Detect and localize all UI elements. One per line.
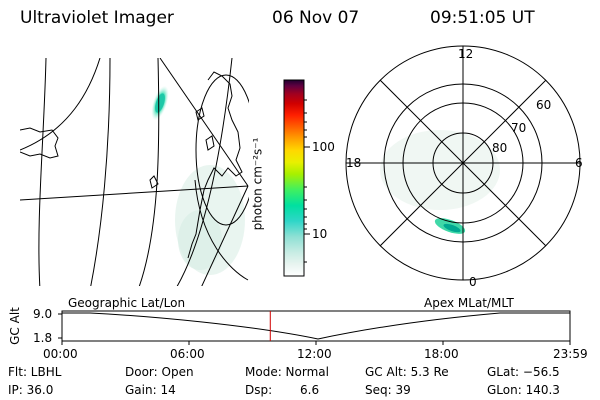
lat-label-80: 80: [492, 141, 508, 155]
x-tick-1200: 12:00: [297, 347, 332, 361]
colorbar-label: photon cm⁻²s⁻¹: [250, 137, 265, 231]
y-tick-1-8: 1.8: [33, 331, 53, 345]
mlt-label-0: 0: [469, 275, 477, 289]
lat-label-60: 60: [536, 98, 552, 112]
gc-alt-axis-label: GC Alt: [7, 307, 22, 345]
colorbar-tick-10: 10: [312, 227, 328, 241]
mlt-label-18: 18: [346, 156, 362, 170]
ip-info: IP: 36.0: [8, 383, 54, 397]
apex-coords-label: Apex MLat/MLT: [424, 296, 514, 310]
colorbar: [283, 79, 305, 277]
x-tick-2359: 23:59: [553, 347, 588, 361]
polar-plot: [345, 45, 581, 281]
lat-label-70: 70: [511, 121, 527, 135]
x-tick-0000: 00:00: [43, 347, 78, 361]
instrument-title: Ultraviolet Imager: [20, 8, 174, 28]
colorbar-tick-100: 100: [312, 140, 335, 154]
glon-info: GLon: 140.3: [487, 383, 560, 397]
dsp-value: 6.6: [300, 383, 320, 397]
filter-info: Flt: LBHL: [8, 365, 62, 379]
mode-info: Mode: Normal: [245, 365, 329, 379]
time-label: 09:51:05 UT: [430, 8, 535, 28]
dsp-label: Dsp:: [245, 383, 273, 397]
glat-info: GLat: −56.5: [487, 365, 560, 379]
y-tick-9: 9.0: [33, 307, 53, 321]
date-label: 06 Nov 07: [272, 8, 360, 28]
timeline-plot: [58, 310, 571, 345]
x-tick-1800: 18:00: [424, 347, 459, 361]
geographic-map: [20, 58, 249, 286]
seq-info: Seq: 39: [365, 383, 411, 397]
mlt-label-6: 6: [575, 156, 583, 170]
mlt-label-12: 12: [458, 47, 474, 61]
door-info: Door: Open: [125, 365, 194, 379]
gain-info: Gain: 14: [125, 383, 176, 397]
geographic-coords-label: Geographic Lat/Lon: [68, 296, 186, 310]
gc-alt-info: GC Alt: 5.3 Re: [365, 365, 449, 379]
x-tick-0600: 06:00: [170, 347, 205, 361]
